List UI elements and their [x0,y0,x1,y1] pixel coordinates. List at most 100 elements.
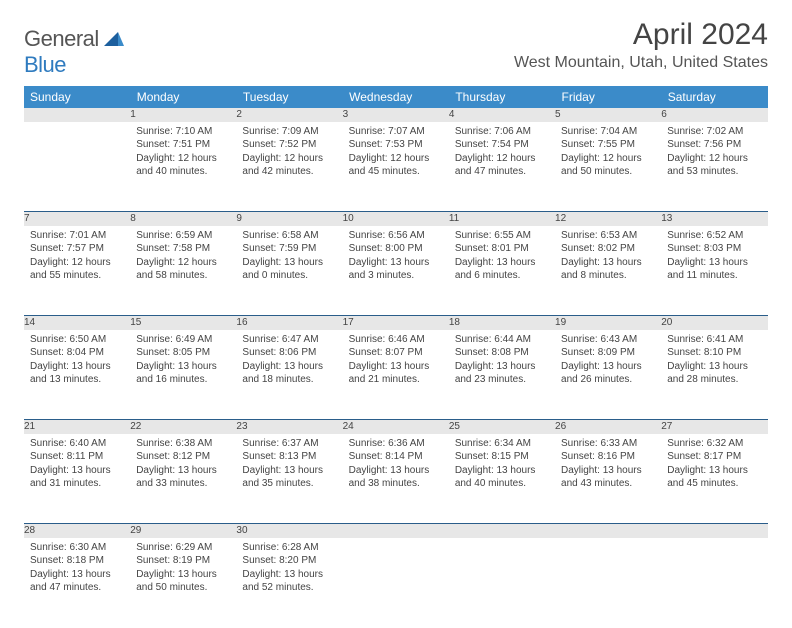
day-number-cell: 8 [130,212,236,226]
day-number-cell: 25 [449,420,555,434]
daylight-text: and 45 minutes. [349,165,443,179]
day-number-cell: 13 [661,212,767,226]
daylight-text: Daylight: 13 hours [349,464,443,478]
daylight-text: and 23 minutes. [455,373,549,387]
day-cell-body: Sunrise: 6:29 AMSunset: 8:19 PMDaylight:… [130,538,236,599]
day-number-cell: 1 [130,108,236,122]
weekday-header: Thursday [449,86,555,108]
sunset-text: Sunset: 8:01 PM [455,242,549,256]
sunrise-text: Sunrise: 6:58 AM [242,229,336,243]
day-cell-body: Sunrise: 7:07 AMSunset: 7:53 PMDaylight:… [343,122,449,183]
daylight-text: and 8 minutes. [561,269,655,283]
weekday-header: Friday [555,86,661,108]
sunrise-text: Sunrise: 6:46 AM [349,333,443,347]
sunrise-text: Sunrise: 6:53 AM [561,229,655,243]
weekday-header: Wednesday [343,86,449,108]
daylight-text: Daylight: 13 hours [667,464,761,478]
day-cell-body: Sunrise: 6:58 AMSunset: 7:59 PMDaylight:… [236,226,342,287]
day-number-cell: 19 [555,316,661,330]
daylight-text: and 38 minutes. [349,477,443,491]
day-cell-body: Sunrise: 6:34 AMSunset: 8:15 PMDaylight:… [449,434,555,495]
day-number-cell: 22 [130,420,236,434]
day-cell-body: Sunrise: 7:01 AMSunset: 7:57 PMDaylight:… [24,226,130,287]
week-row: Sunrise: 6:40 AMSunset: 8:11 PMDaylight:… [24,434,768,524]
daylight-text: and 58 minutes. [136,269,230,283]
day-cell-body: Sunrise: 6:59 AMSunset: 7:58 PMDaylight:… [130,226,236,287]
day-number-cell [555,524,661,538]
week-row: Sunrise: 6:50 AMSunset: 8:04 PMDaylight:… [24,330,768,420]
sunset-text: Sunset: 7:53 PM [349,138,443,152]
day-cell-body: Sunrise: 6:47 AMSunset: 8:06 PMDaylight:… [236,330,342,391]
day-number-cell: 18 [449,316,555,330]
daylight-text: Daylight: 12 hours [561,152,655,166]
sunrise-text: Sunrise: 6:37 AM [242,437,336,451]
weekday-header: Saturday [661,86,767,108]
day-cell-body: Sunrise: 6:37 AMSunset: 8:13 PMDaylight:… [236,434,342,495]
daylight-text: Daylight: 13 hours [455,360,549,374]
daylight-text: and 26 minutes. [561,373,655,387]
daylight-text: Daylight: 13 hours [30,568,124,582]
day-number-row: 78910111213 [24,212,768,226]
sunset-text: Sunset: 8:19 PM [136,554,230,568]
day-cell-body: Sunrise: 6:32 AMSunset: 8:17 PMDaylight:… [661,434,767,495]
daylight-text: and 33 minutes. [136,477,230,491]
sunset-text: Sunset: 8:02 PM [561,242,655,256]
day-cell: Sunrise: 6:52 AMSunset: 8:03 PMDaylight:… [661,226,767,316]
day-cell [661,538,767,628]
sunset-text: Sunset: 8:11 PM [30,450,124,464]
sail-icon [104,28,124,44]
sunset-text: Sunset: 8:18 PM [30,554,124,568]
sunset-text: Sunset: 8:17 PM [667,450,761,464]
day-cell: Sunrise: 6:38 AMSunset: 8:12 PMDaylight:… [130,434,236,524]
daylight-text: and 52 minutes. [242,581,336,595]
day-number-cell: 24 [343,420,449,434]
week-row: Sunrise: 7:01 AMSunset: 7:57 PMDaylight:… [24,226,768,316]
day-cell: Sunrise: 6:50 AMSunset: 8:04 PMDaylight:… [24,330,130,420]
sunrise-text: Sunrise: 6:59 AM [136,229,230,243]
day-cell: Sunrise: 6:29 AMSunset: 8:19 PMDaylight:… [130,538,236,628]
sunrise-text: Sunrise: 7:04 AM [561,125,655,139]
daylight-text: Daylight: 13 hours [136,360,230,374]
day-number-cell: 4 [449,108,555,122]
week-row: Sunrise: 7:10 AMSunset: 7:51 PMDaylight:… [24,122,768,212]
weekday-header: Sunday [24,86,130,108]
day-number-cell: 29 [130,524,236,538]
day-cell-body: Sunrise: 6:40 AMSunset: 8:11 PMDaylight:… [24,434,130,495]
day-cell-body: Sunrise: 6:52 AMSunset: 8:03 PMDaylight:… [661,226,767,287]
day-cell-body: Sunrise: 7:06 AMSunset: 7:54 PMDaylight:… [449,122,555,183]
daylight-text: and 3 minutes. [349,269,443,283]
daylight-text: Daylight: 13 hours [242,360,336,374]
day-cell: Sunrise: 6:58 AMSunset: 7:59 PMDaylight:… [236,226,342,316]
daylight-text: Daylight: 13 hours [242,464,336,478]
daylight-text: and 47 minutes. [455,165,549,179]
day-cell-body: Sunrise: 6:50 AMSunset: 8:04 PMDaylight:… [24,330,130,391]
day-number-row: 21222324252627 [24,420,768,434]
day-number-cell [24,108,130,122]
day-cell: Sunrise: 6:37 AMSunset: 8:13 PMDaylight:… [236,434,342,524]
weekday-header-row: SundayMondayTuesdayWednesdayThursdayFrid… [24,86,768,108]
sunrise-text: Sunrise: 6:47 AM [242,333,336,347]
day-number-cell: 7 [24,212,130,226]
day-number-row: 282930 [24,524,768,538]
weekday-header: Monday [130,86,236,108]
daylight-text: and 45 minutes. [667,477,761,491]
sunset-text: Sunset: 8:09 PM [561,346,655,360]
sunrise-text: Sunrise: 7:10 AM [136,125,230,139]
daylight-text: Daylight: 13 hours [30,464,124,478]
title-block: April 2024 West Mountain, Utah, United S… [514,18,768,72]
day-number-cell: 28 [24,524,130,538]
sunrise-text: Sunrise: 6:44 AM [455,333,549,347]
day-cell-body: Sunrise: 6:33 AMSunset: 8:16 PMDaylight:… [555,434,661,495]
sunset-text: Sunset: 8:03 PM [667,242,761,256]
day-cell: Sunrise: 7:04 AMSunset: 7:55 PMDaylight:… [555,122,661,212]
daylight-text: Daylight: 12 hours [455,152,549,166]
day-cell-body: Sunrise: 6:53 AMSunset: 8:02 PMDaylight:… [555,226,661,287]
day-number-cell [449,524,555,538]
daylight-text: Daylight: 12 hours [30,256,124,270]
sunset-text: Sunset: 8:00 PM [349,242,443,256]
day-cell-body: Sunrise: 6:46 AMSunset: 8:07 PMDaylight:… [343,330,449,391]
sunset-text: Sunset: 8:20 PM [242,554,336,568]
sunset-text: Sunset: 7:57 PM [30,242,124,256]
daylight-text: and 40 minutes. [136,165,230,179]
week-row: Sunrise: 6:30 AMSunset: 8:18 PMDaylight:… [24,538,768,628]
